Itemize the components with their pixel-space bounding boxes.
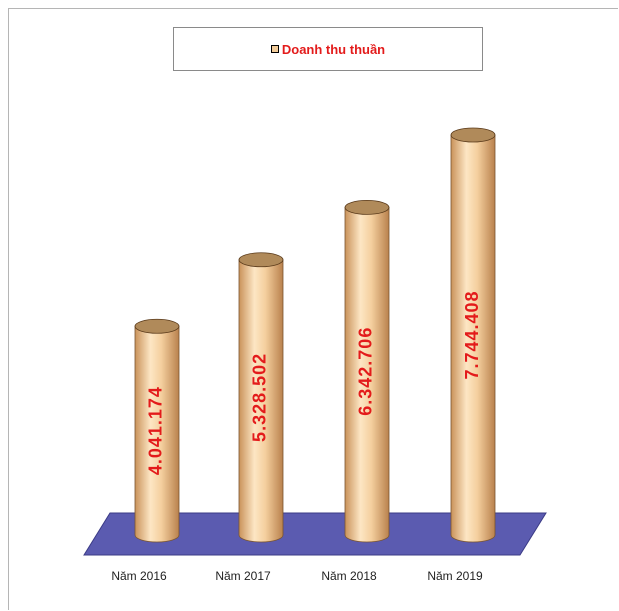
bar-body (450, 134, 496, 543)
bar-2: 5.328.502 (238, 252, 284, 543)
bar-top (344, 199, 390, 215)
chart-floor (83, 512, 547, 556)
bar-top (134, 318, 180, 334)
bar-4: 7.744.408 (450, 127, 496, 543)
bar-top (238, 252, 284, 268)
x-tick-label: Năm 2017 (215, 569, 271, 583)
x-tick-label: Năm 2016 (111, 569, 167, 583)
legend-swatch (270, 45, 279, 53)
chart-legend: Doanh thu thuần (173, 27, 483, 71)
x-tick-label: Năm 2019 (427, 569, 483, 583)
bar-1: 4.041.174 (134, 318, 180, 543)
x-tick-label: Năm 2018 (321, 569, 377, 583)
bar-value-label: 6.342.706 (356, 327, 376, 416)
bar-value-label: 7.744.408 (462, 290, 482, 379)
bar-value-label: 5.328.502 (250, 353, 270, 442)
bar-body (134, 325, 180, 543)
chart-frame (8, 8, 618, 610)
bar-body (238, 259, 284, 543)
legend-label: Doanh thu thuần (281, 41, 386, 57)
bar-value-label: 4.041.174 (146, 386, 166, 475)
bar-3: 6.342.706 (344, 199, 390, 543)
bar-top (450, 127, 496, 143)
bar-body (344, 206, 390, 543)
